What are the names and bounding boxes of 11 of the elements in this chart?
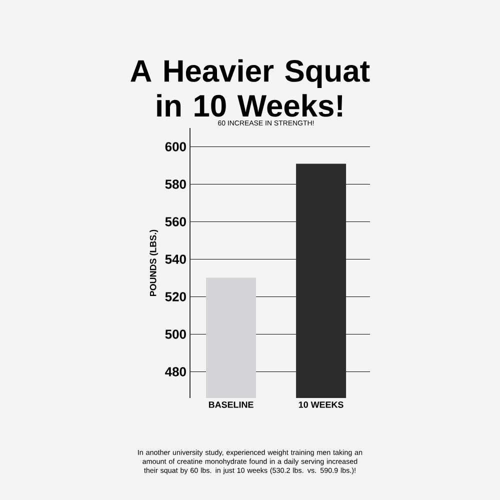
- y-tick-label: 480: [165, 367, 186, 376]
- chart-title: A Heavier Squat in 10 Weeks!: [130, 59, 370, 117]
- y-tick-label: 580: [165, 180, 186, 189]
- y-tick-label: 560: [165, 217, 186, 226]
- y-tick-label: 540: [165, 254, 186, 264]
- x-tick-label: 10 WEEKS: [298, 402, 344, 408]
- y-tick-label: 500: [165, 330, 186, 339]
- y-axis-title: POUNDS (LBS.): [150, 230, 158, 296]
- y-tick-label: 600: [165, 142, 186, 152]
- y-tick-label: 520: [165, 292, 186, 302]
- x-tick-label: BASELINE: [208, 402, 254, 408]
